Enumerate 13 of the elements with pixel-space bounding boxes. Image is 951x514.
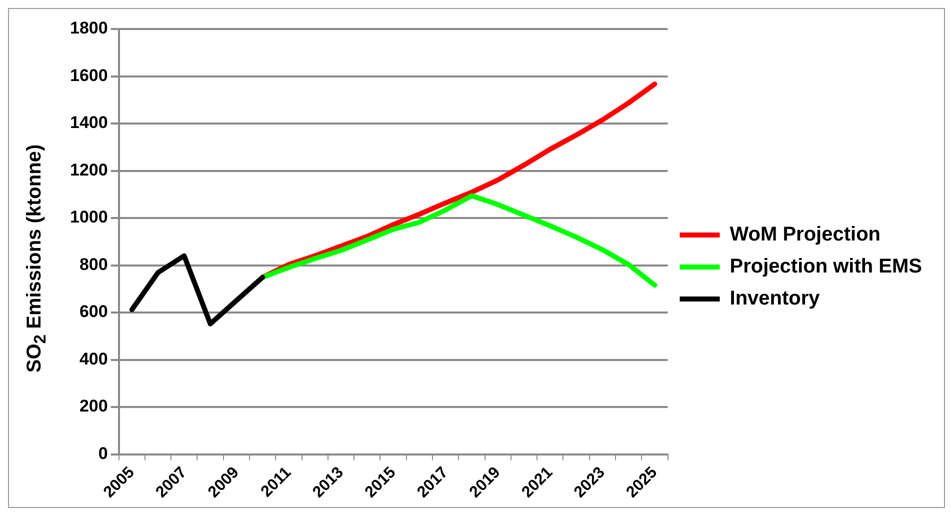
y-tick-label: 1800 <box>70 18 108 38</box>
legend-label: WoM Projection <box>730 224 881 246</box>
y-tick-label: 600 <box>79 302 108 322</box>
y-tick-label: 200 <box>79 396 108 416</box>
y-tick-label: 800 <box>79 254 108 274</box>
y-tick-label: 1000 <box>70 208 108 227</box>
legend-label: Projection with EMS <box>730 256 922 278</box>
y-tick-label: 1600 <box>70 66 108 85</box>
legend-label: Inventory <box>730 288 821 310</box>
y-tick-label: 1200 <box>70 160 108 180</box>
y-tick-label: 400 <box>79 349 108 368</box>
y-tick-label: 0 <box>98 444 108 463</box>
y-tick-label: 1400 <box>70 113 108 132</box>
